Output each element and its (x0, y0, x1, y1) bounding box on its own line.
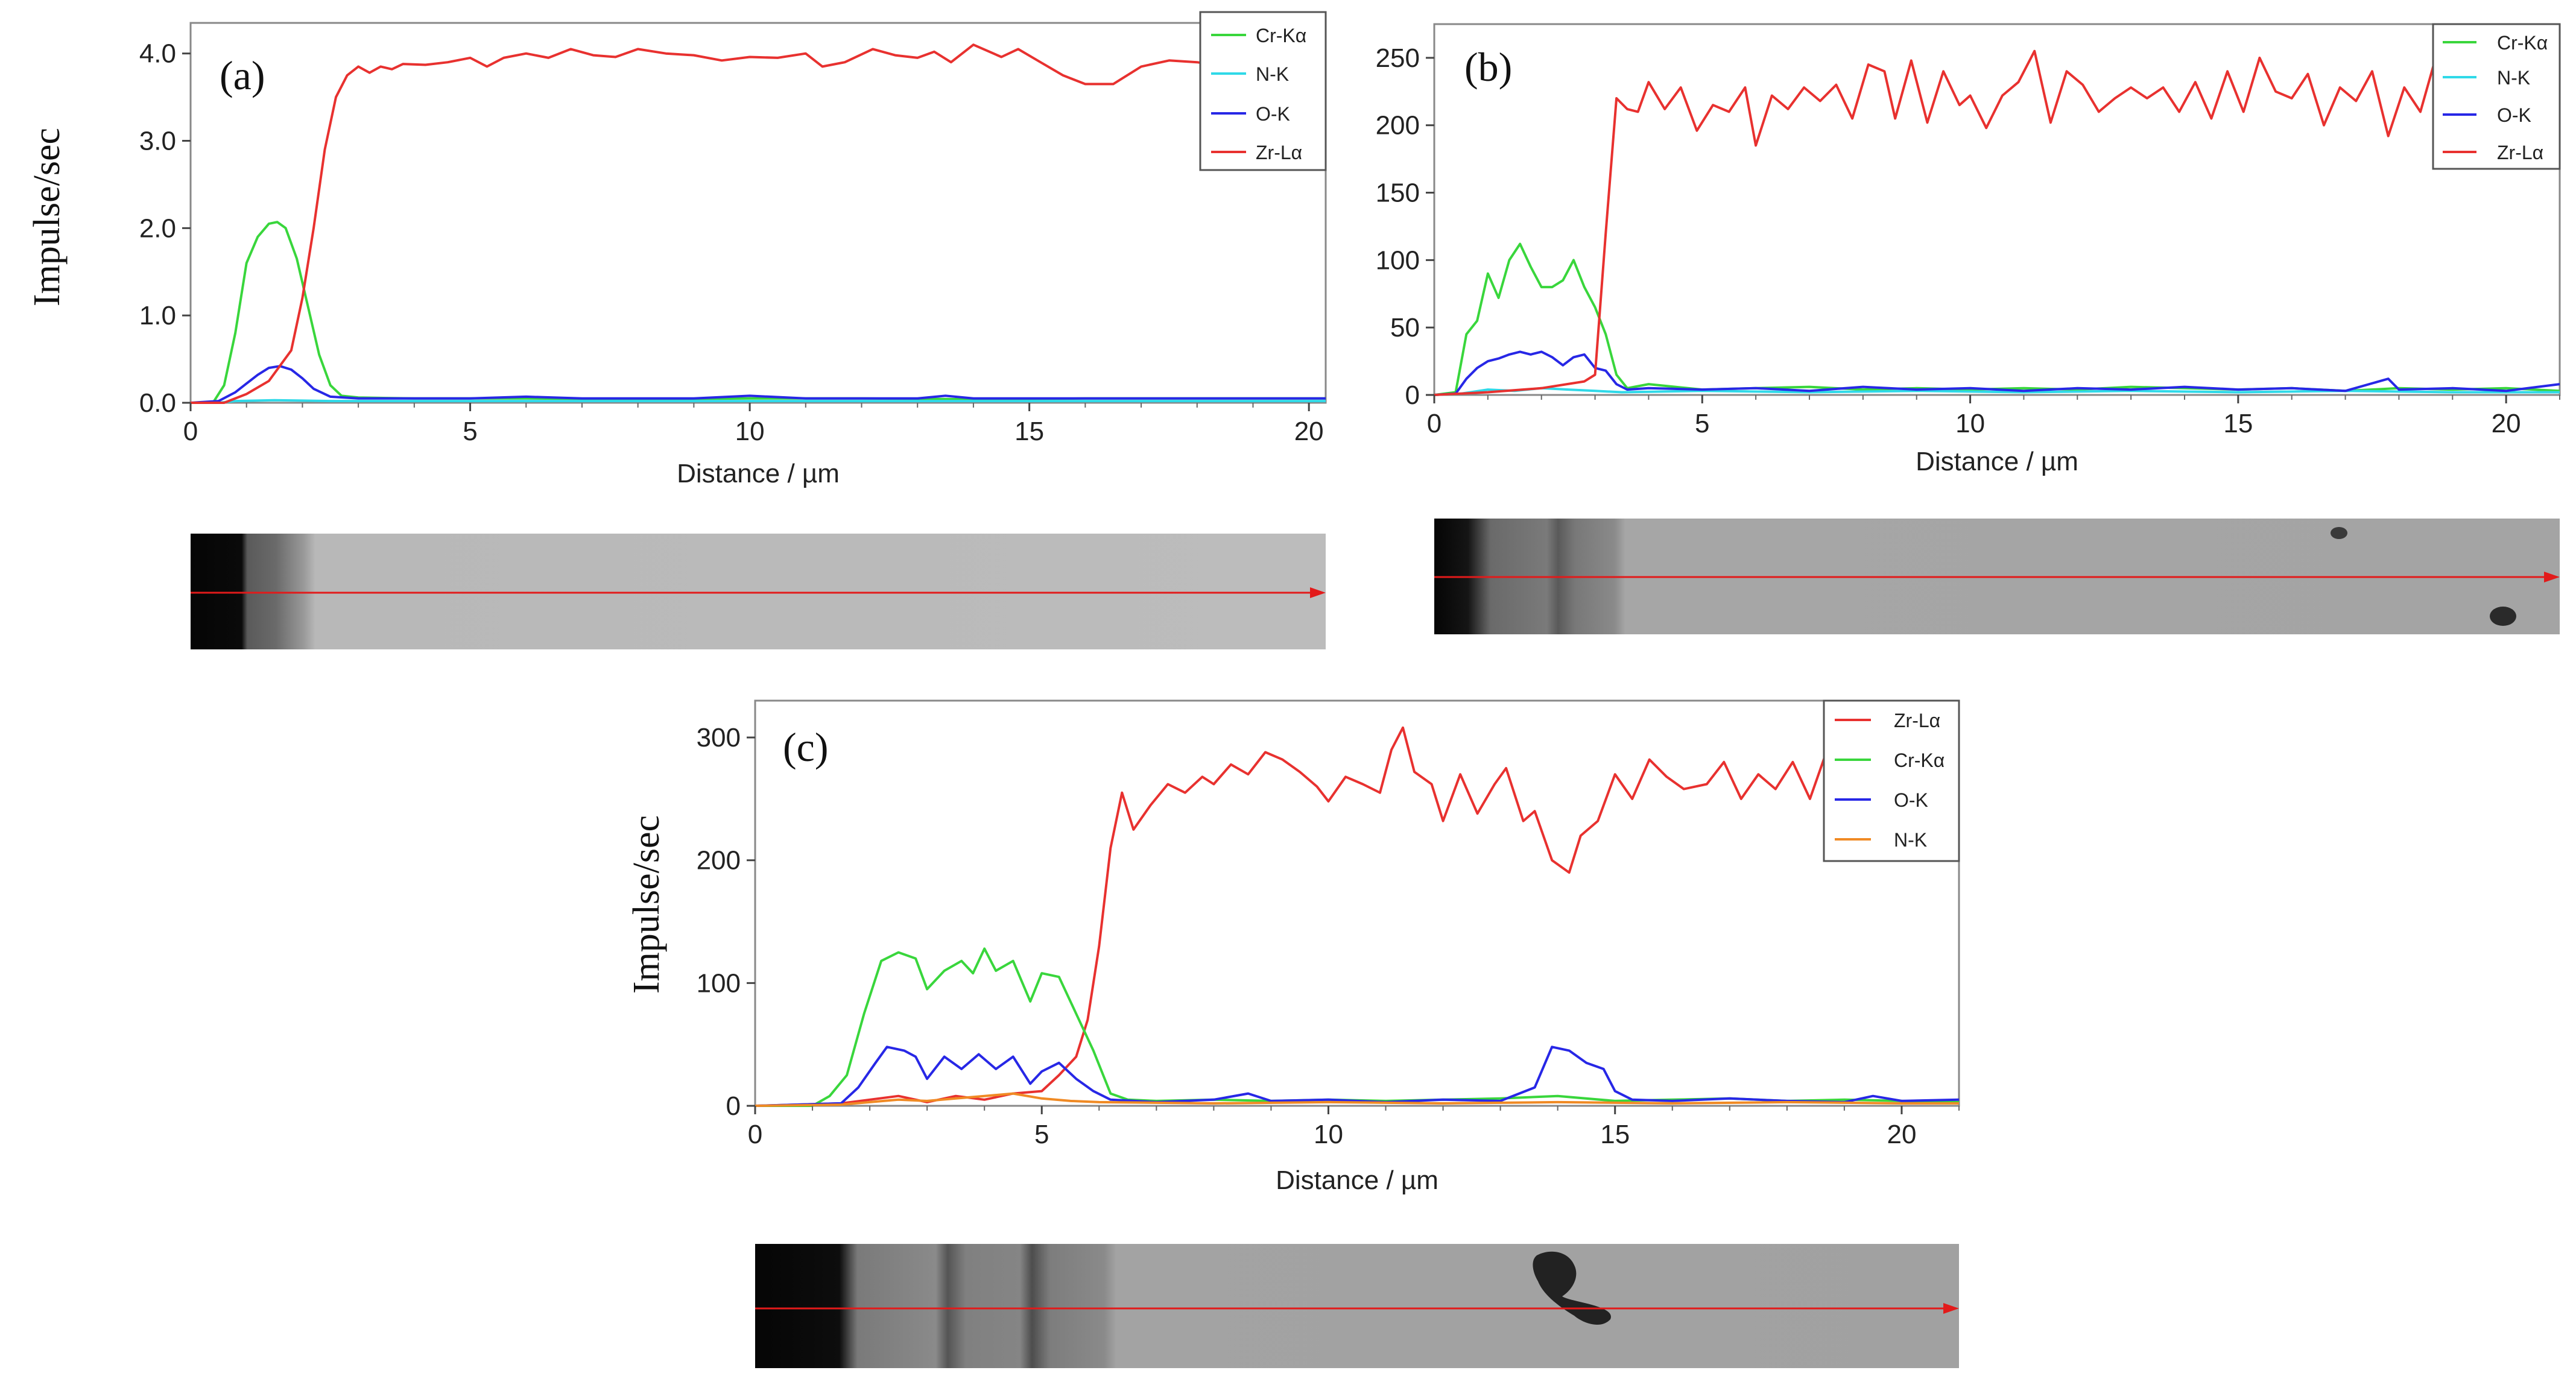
panel-a-label: (a) (220, 52, 265, 98)
panel-a-sem-strip (191, 534, 1326, 649)
legend-a-label-cr: Cr-Kα (1256, 25, 1306, 46)
panel-a-scan-arrowhead (1310, 587, 1326, 598)
legend-b-label-n: N-K (2497, 67, 2530, 89)
series-c-n (755, 1092, 1959, 1107)
xtick-label-c-0: 0 (748, 1120, 762, 1149)
panel-a-legend: Cr-Kα N-K O-K Zr-Lα (1199, 11, 1327, 171)
panel-c-xlabel: Distance / µm (1276, 1166, 1438, 1195)
series-a-zr (191, 43, 1326, 404)
panel-b-xlabel: Distance / µm (1916, 447, 2078, 476)
ytick-label-a-0: 0.0 (139, 388, 176, 418)
panel-c-ylabel: Impulse/sec (626, 815, 667, 994)
panel-b-legend-box (2432, 23, 2561, 170)
series-c-zr (755, 726, 1960, 1107)
ytick-label-b-200: 200 (1376, 111, 1420, 140)
series-a-o (190, 365, 1326, 404)
panel-b-sem-particle-2 (2490, 607, 2516, 626)
panel-a-series (190, 43, 1326, 404)
ytick-label-c-200: 200 (697, 846, 741, 875)
ytick-label-b-150: 150 (1376, 178, 1420, 208)
xtick-label-b-15: 15 (2223, 409, 2253, 438)
ytick-label-c-300: 300 (697, 723, 741, 752)
ytick-label-a-1: 1.0 (139, 301, 176, 330)
panel-c-legend-box (1823, 699, 1960, 862)
xtick-label-c-10: 10 (1314, 1120, 1343, 1149)
series-a-cr (191, 221, 1326, 404)
legend-c-label-n: N-K (1894, 829, 1927, 851)
ytick-label-c-100: 100 (697, 968, 741, 998)
panel-c-plot-frame (754, 699, 1960, 1107)
panel-b-label: (b) (1464, 44, 1512, 90)
panel-c-sem-image (755, 1244, 1959, 1368)
xtick-label-b-5: 5 (1695, 409, 1709, 438)
panel-a-legend-box (1199, 11, 1327, 171)
legend-b-label-o: O-K (2497, 104, 2531, 126)
ytick-label-c-0: 0 (726, 1091, 741, 1121)
ytick-label-b-250: 250 (1376, 43, 1420, 73)
ytick-label-a-4: 4.0 (139, 39, 176, 69)
panel-b-scan-arrowhead (2544, 572, 2560, 582)
xtick-label-b-20: 20 (2492, 409, 2521, 438)
panel-b-plot-frame (1433, 23, 2561, 396)
panel-a-sem-image (191, 534, 1326, 649)
ytick-label-b-0: 0 (1405, 380, 1420, 410)
series-b-zr (1434, 49, 2561, 396)
legend-b-label-zr: Zr-Lα (2497, 142, 2543, 163)
panel-c-scan-arrowhead (1943, 1303, 1959, 1314)
xtick-label-a-10: 10 (735, 417, 765, 446)
xtick-label-b-0: 0 (1427, 409, 1441, 438)
panel-a-axes: 0 5 10 15 20 0.0 1.0 2.0 3.0 4.0 (139, 39, 1324, 446)
panel-c-legend: Zr-Lα Cr-Kα O-K N-K (1823, 699, 1960, 862)
ytick-label-b-50: 50 (1390, 313, 1420, 342)
panel-a: 0 5 10 15 200.01.02.03.04.0 (a) Impulse/sec … (27, 11, 1327, 649)
legend-c-label-cr: Cr-Kα (1894, 749, 1945, 771)
panel-b-sem-particle-1 (2331, 527, 2347, 539)
panel-a-ylabel: Impulse/sec (27, 128, 68, 306)
xtick-label-c-20: 20 (1887, 1120, 1916, 1149)
legend-a-label-n: N-K (1256, 63, 1289, 85)
panel-c-series (755, 726, 1960, 1107)
xtick-label-c-15: 15 (1600, 1120, 1630, 1149)
legend-c-label-o: O-K (1894, 789, 1928, 811)
ytick-label-a-3: 3.0 (139, 127, 176, 156)
panel-a-plot-frame (189, 22, 1327, 404)
xtick-label-c-5: 5 (1034, 1120, 1049, 1149)
ytick-label-b-100: 100 (1376, 245, 1420, 275)
ytick-label-a-2: 2.0 (139, 213, 176, 243)
panel-b-series (1434, 49, 2561, 396)
xtick-label-a-20: 20 (1294, 417, 1324, 446)
xtick-label-a-0: 0 (183, 417, 198, 446)
series-c-cr (755, 947, 1960, 1107)
panel-a-xlabel: Distance / µm (677, 459, 840, 488)
panel-b-sem-strip (1434, 519, 2560, 634)
legend-a-label-zr: Zr-Lα (1256, 142, 1302, 163)
panel-b-legend: Cr-Kα N-K O-K Zr-Lα (2432, 23, 2561, 170)
panel-c-label: (c) (783, 724, 828, 770)
xtick-label-b-10: 10 (1955, 409, 1985, 438)
series-b-o (1434, 350, 2560, 396)
legend-b-label-cr: Cr-Kα (2497, 32, 2548, 54)
panel-c-sem-strip (755, 1244, 1959, 1368)
xtick-label-a-5: 5 (463, 417, 477, 446)
xtick-label-a-15: 15 (1014, 417, 1044, 446)
series-c-o (755, 1046, 1960, 1107)
legend-a-label-o: O-K (1256, 103, 1290, 125)
panel-c-sem-particle (1533, 1251, 1611, 1325)
legend-c-label-zr: Zr-Lα (1894, 710, 1940, 731)
